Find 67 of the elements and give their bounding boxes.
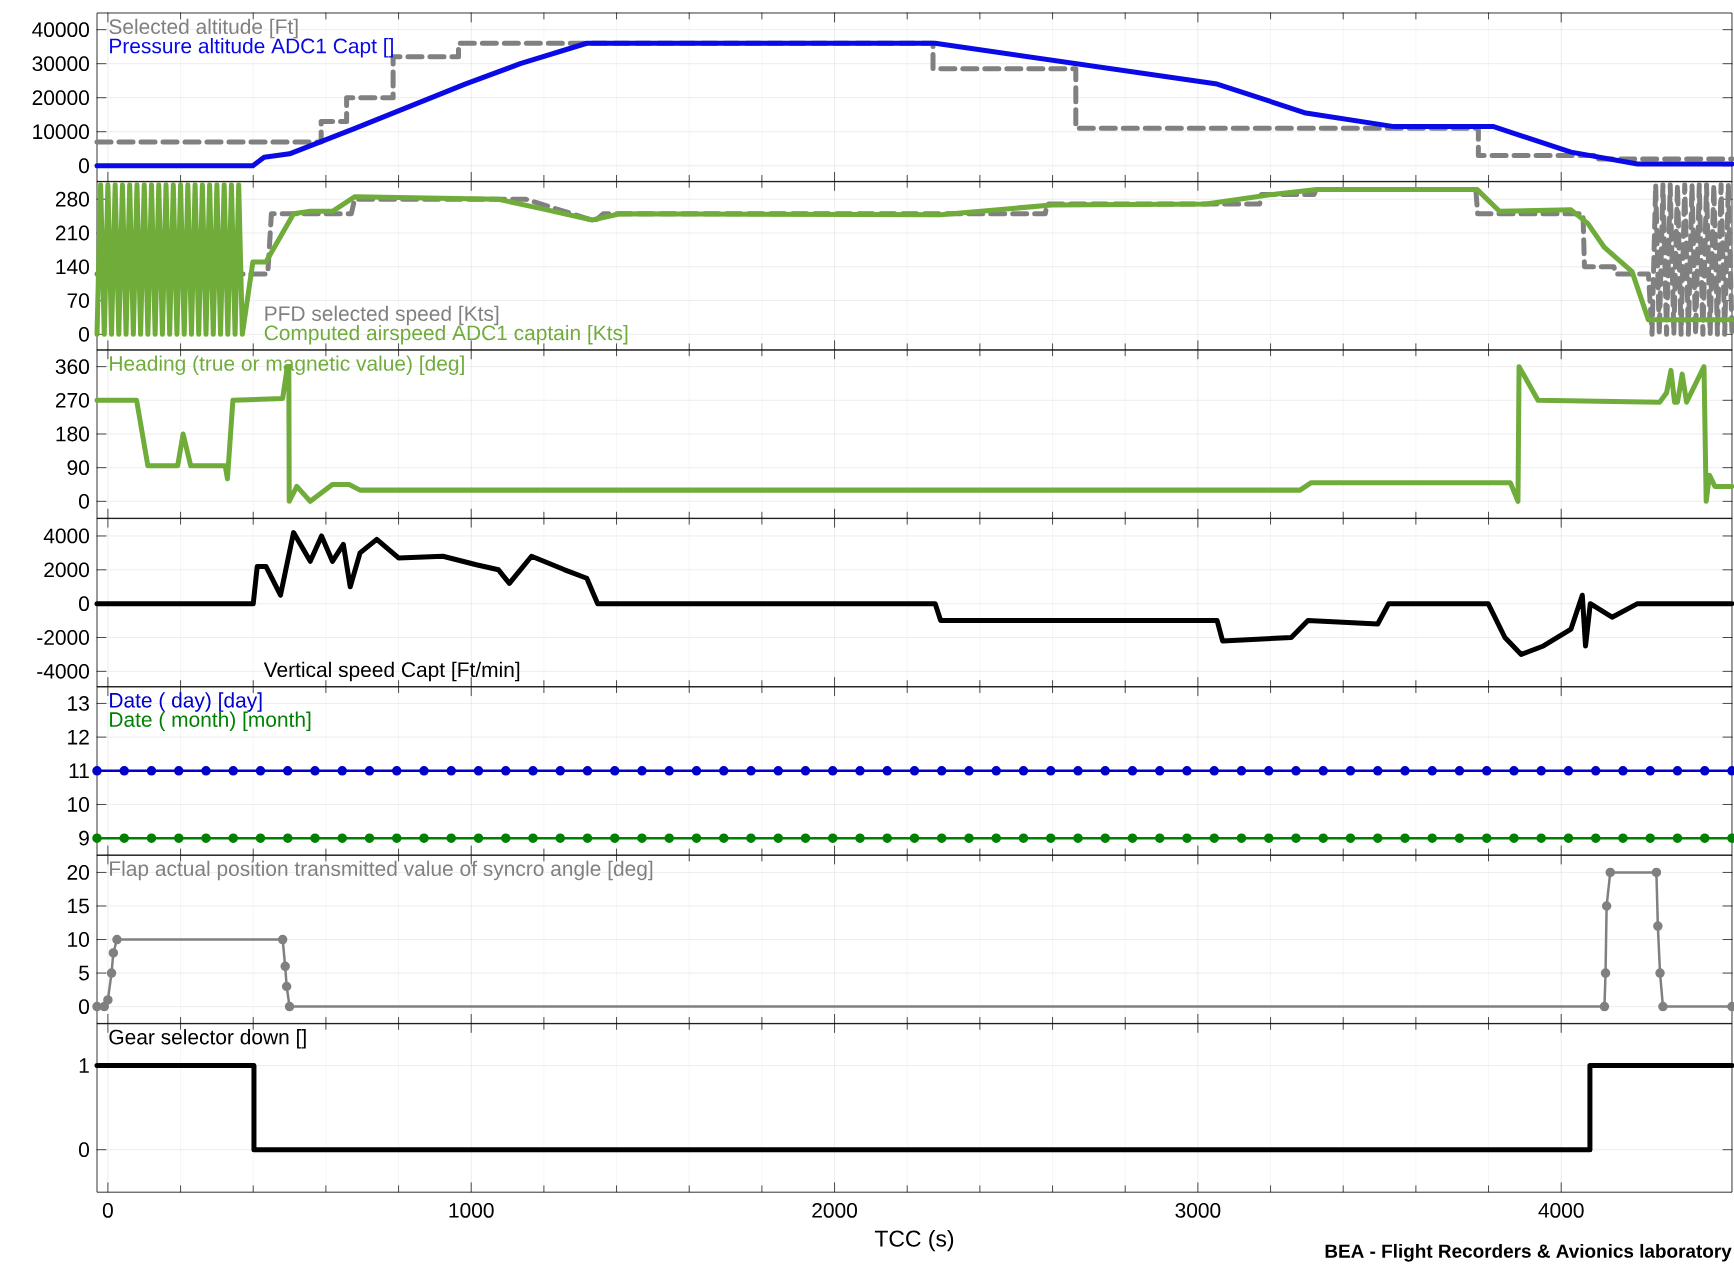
y-tick-label: 4000: [43, 528, 89, 544]
text: Selected altitude [Ft]: [109, 18, 298, 39]
y-tick-label: 10: [68, 932, 89, 947]
text: Flap actual position transmitted value of syncro angle [deg]: [110, 860, 653, 881]
point: [1599, 1001, 1610, 1012]
y-tick-label: 11: [69, 763, 89, 778]
point: [1601, 901, 1612, 911]
y-tick-label: 70: [67, 293, 89, 308]
x-tick-label: 1000: [449, 1202, 494, 1218]
y-tick-label: 0: [79, 158, 89, 174]
y-tick-label: 10: [68, 797, 89, 812]
y-tick-label: 30000: [32, 56, 89, 72]
text: Pressure altitude ADC1 Capt []: [110, 37, 393, 58]
text: BEA - Flight Recorders & Avionics laboratory: [1325, 1243, 1732, 1262]
y-tick-label: 90: [67, 460, 89, 476]
x-tick-label: 2000: [812, 1202, 857, 1218]
x-tick-label: 4000: [1538, 1202, 1584, 1218]
y-tick-label: 0: [79, 999, 90, 1015]
point: [281, 981, 292, 992]
y-tick-label: 13: [68, 696, 89, 711]
point: [106, 968, 117, 978]
y-tick-label: 210: [55, 225, 89, 241]
y-tick-label: -4000: [37, 663, 89, 679]
y-tick-label: 0: [79, 493, 89, 509]
y-tick-label: 20: [67, 865, 89, 880]
y-tick-label: 0: [79, 1142, 90, 1158]
point: [284, 1001, 295, 1012]
point: [99, 1001, 110, 1012]
y-tick-label: 360: [55, 359, 89, 375]
y-tick-label: -2000: [37, 630, 89, 645]
point: [103, 995, 113, 1005]
point: [92, 1001, 102, 1012]
point: [277, 934, 288, 945]
y-tick-label: 270: [55, 392, 89, 408]
text: Date ( month) [month]: [110, 711, 311, 732]
series-label: Heading (true or magnetic value) [deg]: [110, 355, 464, 376]
y-tick-label: 20000: [32, 90, 89, 106]
point: [112, 934, 122, 945]
y-tick-label: 10000: [33, 124, 89, 140]
y-tick-label: 140: [56, 259, 89, 275]
x-axis-title: TCC (s): [874, 1229, 954, 1252]
y-tick-label: 12: [68, 729, 89, 745]
y-tick-label: 1: [79, 1058, 89, 1073]
y-tick-label: 180: [56, 426, 89, 442]
point: [1651, 867, 1662, 878]
x-tick-label: 3000: [1175, 1202, 1221, 1218]
point: [1655, 968, 1665, 978]
point: [1658, 1001, 1668, 1012]
y-tick-label: 40000: [32, 22, 89, 38]
point: [108, 948, 119, 958]
point: [1600, 968, 1611, 978]
y-tick-label: 2000: [44, 562, 89, 578]
x-tick-label: 0: [102, 1202, 113, 1218]
legend-label: Gear selector down []: [109, 1029, 306, 1049]
point: [1605, 867, 1616, 878]
y-tick-label: 0: [79, 596, 90, 612]
y-tick-label: 0: [79, 326, 89, 342]
point: [280, 961, 290, 972]
y-tick-label: 9: [79, 830, 89, 846]
point: [1653, 921, 1663, 931]
series-label: PFD selected speed [Kts]: [265, 305, 499, 326]
text: Date ( day) [day]: [110, 692, 262, 712]
series-label: Computed airspeed ADC1 captain [Kts]: [264, 324, 628, 345]
y-tick-label: 280: [55, 191, 89, 207]
y-tick-label: 5: [79, 965, 89, 981]
legend-label: Vertical speed Capt [Ft/min]: [263, 661, 520, 682]
y-tick-label: 15: [68, 898, 89, 914]
